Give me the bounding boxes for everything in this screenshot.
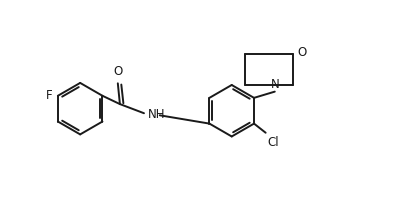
Text: N: N: [270, 78, 279, 91]
Text: O: O: [113, 65, 122, 78]
Text: NH: NH: [148, 108, 166, 121]
Text: Cl: Cl: [267, 136, 279, 149]
Text: F: F: [46, 89, 53, 102]
Text: O: O: [298, 46, 307, 59]
